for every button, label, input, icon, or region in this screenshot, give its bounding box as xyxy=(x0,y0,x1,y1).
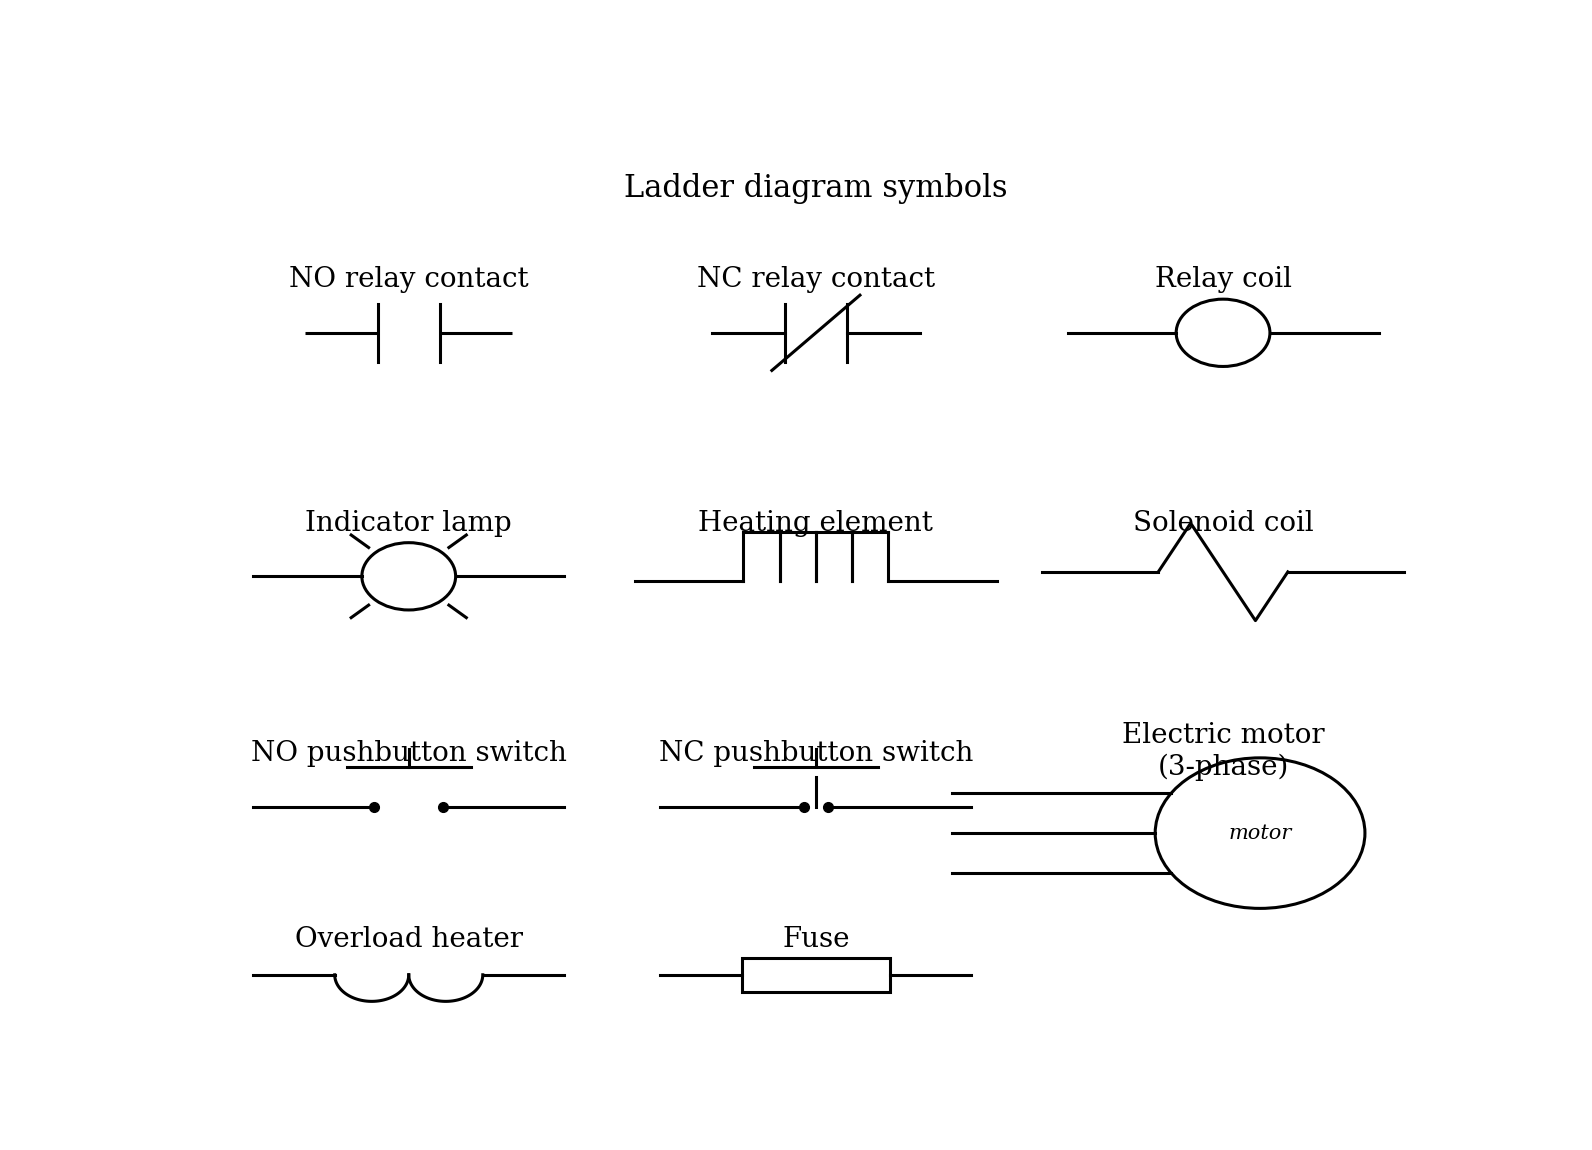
Text: Heating element: Heating element xyxy=(699,509,933,537)
Text: NO pushbutton switch: NO pushbutton switch xyxy=(252,741,567,767)
Text: Indicator lamp: Indicator lamp xyxy=(306,509,513,537)
Text: NO relay contact: NO relay contact xyxy=(288,267,529,293)
Text: Relay coil: Relay coil xyxy=(1154,267,1291,293)
Text: Fuse: Fuse xyxy=(782,926,850,953)
Text: NC pushbutton switch: NC pushbutton switch xyxy=(659,741,973,767)
Text: Ladder diagram symbols: Ladder diagram symbols xyxy=(624,174,1008,205)
Text: motor: motor xyxy=(1229,823,1291,843)
Text: NC relay contact: NC relay contact xyxy=(697,267,935,293)
Text: Overload heater: Overload heater xyxy=(295,926,522,953)
Text: Solenoid coil: Solenoid coil xyxy=(1132,509,1313,537)
Text: Electric motor
(3-phase): Electric motor (3-phase) xyxy=(1122,722,1325,781)
